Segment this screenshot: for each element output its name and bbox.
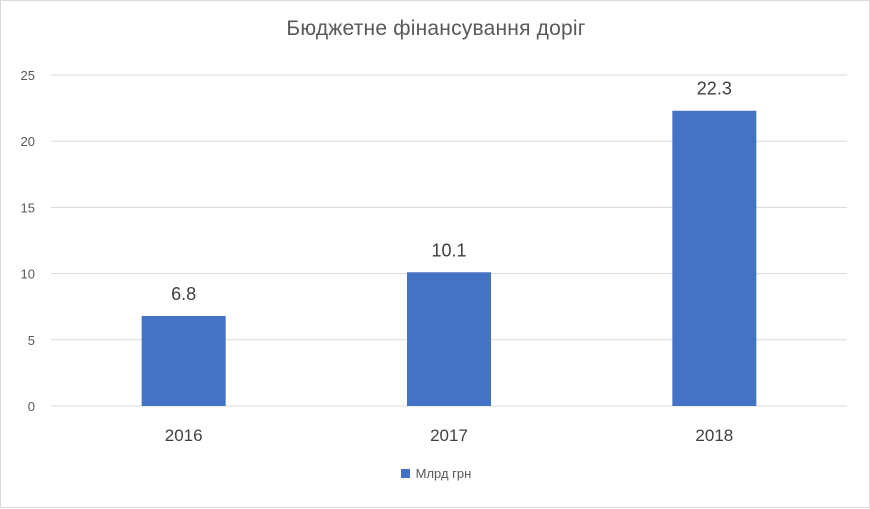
y-tick-label: 25 (21, 68, 35, 83)
y-tick-label: 20 (21, 134, 35, 149)
chart-title: Бюджетне фінансування доріг (286, 17, 586, 40)
y-tick-label: 10 (21, 267, 35, 282)
data-label: 6.8 (171, 284, 196, 304)
bar (407, 272, 491, 406)
x-tick-label: 2017 (430, 426, 468, 445)
bar (141, 315, 226, 406)
legend: Млрд грн (1, 466, 870, 481)
x-tick-label: 2016 (165, 426, 203, 445)
bar (672, 110, 757, 407)
x-tick-label: 2018 (695, 426, 733, 445)
y-tick-label: 0 (28, 399, 35, 414)
y-tick-label: 15 (21, 200, 35, 215)
legend-swatch (400, 469, 410, 478)
y-tick-label: 5 (28, 333, 35, 348)
data-label: 10.1 (431, 240, 466, 260)
data-label: 22.3 (697, 79, 732, 99)
legend-label: Млрд грн (415, 466, 472, 481)
